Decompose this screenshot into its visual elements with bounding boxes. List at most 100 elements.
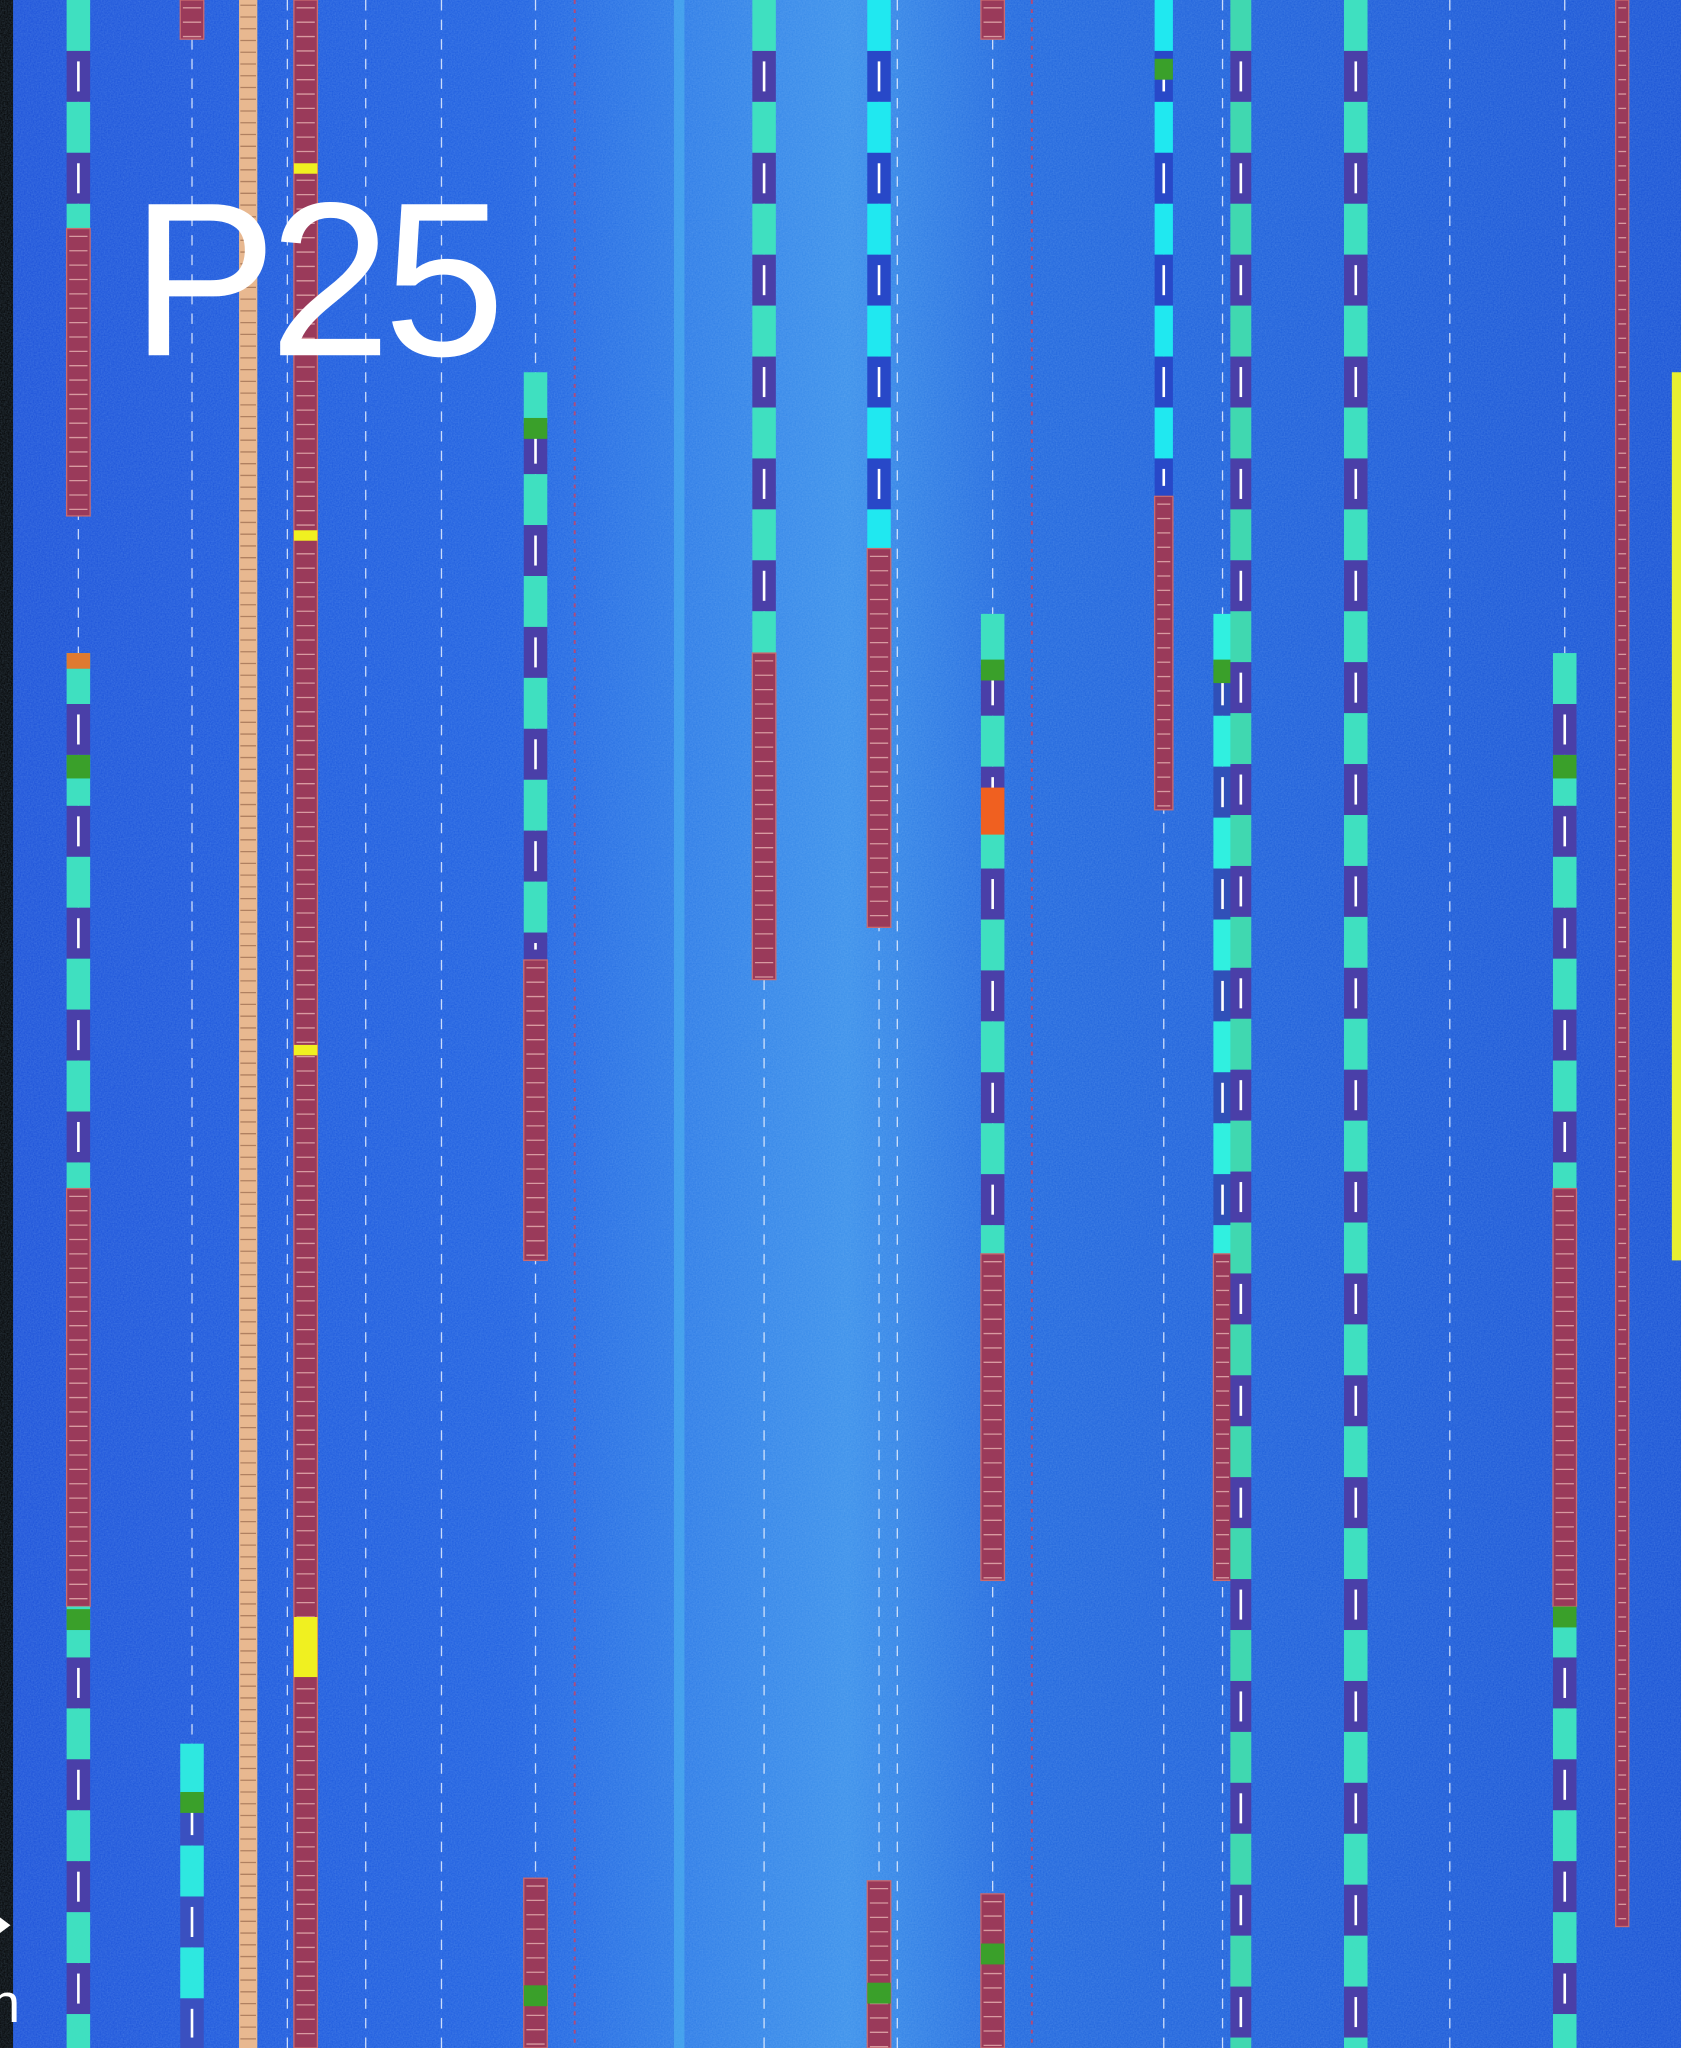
signal-burst	[524, 1985, 548, 2006]
signal-burst	[524, 1878, 548, 2048]
signal-burst	[1344, 1324, 1368, 1375]
signal-burst	[867, 0, 891, 51]
signal-burst	[1213, 614, 1231, 665]
signal-burst	[67, 1810, 91, 1861]
signal-burst	[1553, 2014, 1577, 2048]
signal-burst	[1553, 959, 1577, 1010]
signal-burst	[1213, 1123, 1231, 1174]
signal-burst	[1213, 1254, 1231, 1581]
signal-burst	[294, 530, 318, 540]
signal-burst	[1213, 716, 1231, 767]
signal-burst	[981, 660, 1005, 681]
signal-burst	[67, 653, 91, 669]
signal-burst	[1230, 408, 1251, 459]
signal-burst	[1344, 1121, 1368, 1172]
signal-burst	[1155, 408, 1173, 459]
signal-burst	[524, 882, 548, 933]
signal-burst	[524, 960, 548, 1260]
signal-burst	[752, 306, 776, 357]
signal-burst	[981, 1225, 1005, 1254]
signal-burst	[1230, 1732, 1251, 1783]
signal-burst	[1344, 815, 1368, 866]
signal-burst	[1230, 1019, 1251, 1070]
signal-burst	[294, 1045, 318, 1055]
signal-burst	[1344, 1936, 1368, 1987]
signal-burst	[67, 2014, 91, 2048]
signal-burst	[1213, 1225, 1231, 1254]
signal-burst	[981, 0, 1005, 39]
signal-burst	[1344, 306, 1368, 357]
signal-burst	[1553, 653, 1577, 704]
signal-burst	[1344, 1732, 1368, 1783]
signal-burst	[867, 1983, 891, 2004]
signal-burst	[180, 0, 204, 39]
signal-burst	[981, 716, 1005, 767]
signal-burst	[180, 1846, 204, 1897]
signal-burst	[1213, 1021, 1231, 1072]
signal-burst	[1344, 1834, 1368, 1885]
signal-burst	[981, 920, 1005, 971]
signal-burst	[67, 857, 91, 908]
signal-burst	[752, 204, 776, 255]
signal-burst	[67, 1912, 91, 1963]
signal-burst	[1553, 755, 1577, 779]
signal-burst	[1344, 2038, 1368, 2048]
signal-burst	[1553, 857, 1577, 908]
signal-burst	[1344, 408, 1368, 459]
signal-burst	[1344, 1223, 1368, 1274]
signal-burst	[1230, 815, 1251, 866]
signal-burst	[1230, 306, 1251, 357]
signal-burst	[752, 408, 776, 459]
signal-burst	[1344, 0, 1368, 51]
signal-burst	[1553, 1061, 1577, 1112]
signal-burst	[67, 1708, 91, 1759]
signal-burst	[1230, 1936, 1251, 1987]
signal-burst	[524, 576, 548, 627]
signal-burst	[524, 474, 548, 525]
signal-burst	[67, 229, 91, 516]
signal-burst	[524, 678, 548, 729]
signal-burst	[294, 1617, 318, 1677]
signal-burst	[752, 509, 776, 560]
signal-burst	[1230, 2038, 1251, 2048]
signal-burst	[1344, 1528, 1368, 1579]
signal-burst	[1230, 1121, 1251, 1172]
signal-burst	[180, 1947, 204, 1998]
signal-burst	[1230, 509, 1251, 560]
signal-burst	[867, 1881, 891, 2048]
signal-burst	[67, 102, 91, 153]
signal-burst	[524, 372, 548, 423]
signal-burst	[981, 1944, 1005, 1965]
signal-burst	[180, 1744, 204, 1795]
signal-burst	[1230, 204, 1251, 255]
signal-burst	[1230, 102, 1251, 153]
signal-burst	[1344, 1019, 1368, 1070]
signal-burst	[67, 1609, 91, 1630]
signal-burst	[1553, 1912, 1577, 1963]
signal-burst	[981, 1254, 1005, 1581]
signal-burst	[1230, 1630, 1251, 1681]
signal-burst	[1155, 102, 1173, 153]
signal-burst	[180, 1792, 204, 1813]
signal-burst	[1213, 920, 1231, 971]
signal-burst	[1553, 1708, 1577, 1759]
signal-burst	[1155, 204, 1173, 255]
signal-burst	[1230, 1426, 1251, 1477]
signal-burst	[867, 102, 891, 153]
signal-burst	[67, 0, 91, 51]
signal-burst	[1230, 917, 1251, 968]
signal-burst	[867, 306, 891, 357]
signal-burst	[981, 788, 1005, 835]
signal-burst	[1344, 204, 1368, 255]
signal-burst	[752, 102, 776, 153]
signal-burst	[1672, 372, 1681, 1260]
signal-burst	[867, 408, 891, 459]
signal-burst	[1213, 660, 1231, 684]
overlay-title: P25	[131, 157, 498, 402]
signal-burst	[867, 549, 891, 928]
signal-burst	[1230, 713, 1251, 764]
signal-burst	[867, 509, 891, 548]
signal-burst	[524, 418, 548, 439]
signal-burst	[1230, 1834, 1251, 1885]
corner-arrow	[0, 1917, 10, 1933]
